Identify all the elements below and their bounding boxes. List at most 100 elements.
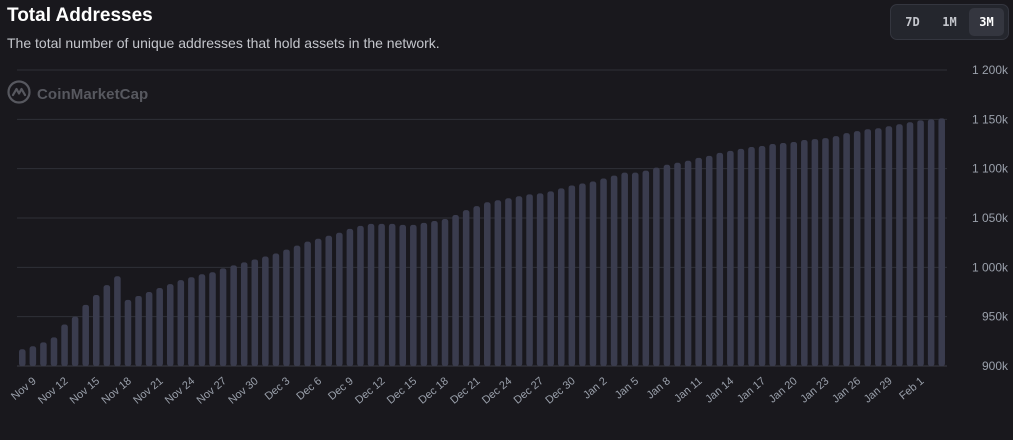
range-3m-button[interactable]: 3M: [969, 8, 1004, 36]
bar[interactable]: [790, 142, 798, 366]
bar[interactable]: [50, 337, 58, 366]
bar[interactable]: [240, 262, 248, 366]
bar[interactable]: [410, 224, 417, 366]
bar[interactable]: [653, 167, 660, 366]
bar[interactable]: [304, 241, 311, 366]
bar[interactable]: [737, 148, 745, 366]
bar[interactable]: [843, 133, 850, 366]
bar[interactable]: [917, 120, 924, 366]
bar[interactable]: [885, 126, 893, 367]
bar[interactable]: [811, 139, 819, 366]
bar[interactable]: [748, 146, 755, 366]
bar[interactable]: [547, 191, 554, 366]
bar[interactable]: [19, 349, 26, 366]
bar[interactable]: [568, 185, 576, 366]
bar[interactable]: [579, 183, 586, 366]
bar[interactable]: [114, 276, 121, 366]
bar[interactable]: [441, 218, 449, 366]
bar[interactable]: [758, 145, 766, 366]
bar[interactable]: [505, 198, 512, 366]
bar[interactable]: [832, 136, 840, 366]
bar[interactable]: [82, 304, 89, 366]
bar[interactable]: [896, 124, 903, 367]
bar[interactable]: [431, 220, 438, 366]
range-1m-button[interactable]: 1M: [942, 15, 957, 29]
bar[interactable]: [589, 181, 597, 366]
bar[interactable]: [388, 223, 396, 366]
bar[interactable]: [557, 188, 565, 366]
bar[interactable]: [600, 178, 607, 366]
x-tick-label: Dec 21: [448, 375, 482, 407]
bar[interactable]: [769, 144, 776, 366]
bar[interactable]: [378, 223, 385, 366]
bar[interactable]: [462, 210, 470, 366]
bar[interactable]: [420, 222, 428, 366]
bar[interactable]: [452, 215, 459, 366]
bar[interactable]: [198, 274, 206, 366]
bar[interactable]: [853, 131, 861, 366]
bar[interactable]: [399, 224, 407, 366]
bar[interactable]: [705, 155, 713, 366]
bar[interactable]: [621, 172, 628, 366]
range-7d-button[interactable]: 7D: [905, 15, 920, 29]
bar[interactable]: [40, 342, 47, 366]
bar[interactable]: [684, 160, 692, 366]
x-tick-label: Dec 27: [512, 375, 546, 407]
bar[interactable]: [61, 324, 68, 366]
bar[interactable]: [166, 284, 174, 366]
bar[interactable]: [695, 157, 702, 366]
bar[interactable]: [230, 265, 237, 366]
bar[interactable]: [515, 196, 523, 366]
bar[interactable]: [251, 259, 259, 366]
bar[interactable]: [484, 202, 491, 366]
bar[interactable]: [642, 170, 650, 366]
bar[interactable]: [610, 175, 618, 366]
bar[interactable]: [631, 172, 639, 366]
bar[interactable]: [219, 268, 227, 366]
y-tick-label: 1 150k: [972, 112, 1009, 126]
bar[interactable]: [906, 122, 914, 366]
bar[interactable]: [325, 235, 333, 366]
bar[interactable]: [346, 228, 354, 366]
bar[interactable]: [188, 277, 195, 366]
bar[interactable]: [262, 256, 269, 366]
bar[interactable]: [663, 164, 671, 366]
bar[interactable]: [336, 232, 343, 366]
bar[interactable]: [124, 299, 132, 366]
bar[interactable]: [801, 140, 808, 366]
x-tick-label: Nov 30: [226, 375, 260, 407]
x-tick-label: Nov 12: [36, 375, 70, 407]
bar[interactable]: [71, 316, 79, 366]
bar[interactable]: [779, 143, 787, 366]
bar[interactable]: [145, 292, 153, 366]
bar[interactable]: [864, 129, 872, 366]
y-tick-label: 900k: [982, 359, 1009, 373]
bar[interactable]: [674, 162, 681, 366]
bar[interactable]: [526, 194, 533, 366]
bar[interactable]: [367, 223, 375, 366]
x-tick-label: Jan 20: [767, 375, 800, 405]
bar[interactable]: [135, 295, 142, 366]
bar[interactable]: [209, 272, 216, 366]
bar[interactable]: [92, 294, 100, 366]
bar[interactable]: [875, 128, 882, 366]
bar[interactable]: [473, 206, 480, 366]
bar[interactable]: [727, 150, 734, 366]
bar[interactable]: [357, 225, 364, 366]
bar[interactable]: [272, 253, 280, 366]
x-tick-label: Jan 23: [798, 375, 831, 405]
bar[interactable]: [938, 118, 945, 366]
bar[interactable]: [716, 152, 724, 366]
bar[interactable]: [536, 193, 544, 366]
bar[interactable]: [494, 200, 502, 366]
bar[interactable]: [293, 245, 301, 366]
x-tick-label: Dec 9: [326, 375, 356, 403]
bar[interactable]: [314, 238, 322, 366]
bar[interactable]: [283, 249, 290, 366]
bar[interactable]: [927, 119, 935, 366]
bar[interactable]: [177, 280, 185, 366]
bar[interactable]: [822, 138, 829, 366]
bar[interactable]: [103, 285, 111, 366]
bar[interactable]: [156, 288, 163, 366]
bar[interactable]: [29, 346, 37, 366]
